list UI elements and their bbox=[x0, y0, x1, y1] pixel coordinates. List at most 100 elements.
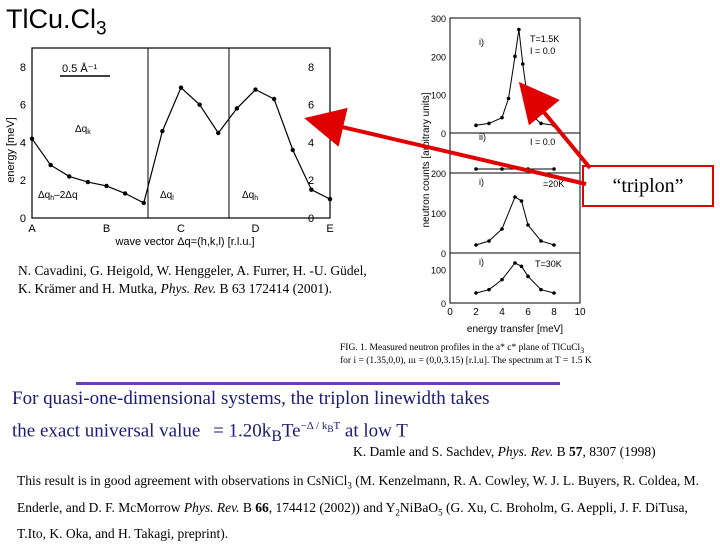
neutron-point bbox=[500, 167, 504, 171]
x-point-label: C bbox=[177, 223, 185, 235]
dispersion-point bbox=[160, 128, 165, 134]
y-tick-label-right: 8 bbox=[308, 62, 314, 74]
neutron-y-tick: 200 bbox=[431, 52, 446, 62]
y-tick-label: 2 bbox=[20, 175, 26, 187]
neutron-ylabel: neutron counts [arbitrary units] bbox=[421, 92, 432, 227]
legend-5: T=30K bbox=[535, 259, 562, 269]
neutron-x-tick: 8 bbox=[551, 307, 557, 318]
annotation-dql: Δql bbox=[160, 190, 174, 202]
neutron-x-tick: 10 bbox=[574, 307, 586, 318]
neutron-y-tick: 100 bbox=[431, 91, 446, 101]
neutron-ticks: 0 2 4 6 8 10 300 200 100 0 200 100 0 100 0 bbox=[431, 14, 586, 318]
dispersion-point bbox=[234, 106, 240, 111]
y-tick-label: 0 bbox=[20, 213, 26, 225]
y-tick-label-right: 2 bbox=[308, 175, 314, 187]
dispersion-point bbox=[67, 174, 72, 179]
neutron-point bbox=[474, 243, 478, 247]
legend-1: T=1.5K bbox=[530, 34, 559, 44]
neutron-point bbox=[500, 277, 504, 282]
dispersion-point bbox=[85, 179, 91, 185]
panel-label-2: ii) bbox=[479, 132, 486, 142]
title-text: TlCu.Cl bbox=[6, 4, 97, 34]
neutron-fit-line bbox=[475, 262, 555, 294]
y-tick-label: 8 bbox=[20, 62, 26, 74]
panel-label-4: i) bbox=[479, 257, 484, 267]
neutron-point bbox=[539, 287, 543, 292]
dispersion-point bbox=[216, 130, 221, 136]
neutron-x-tick: 0 bbox=[447, 307, 453, 318]
neutron-point bbox=[487, 287, 491, 292]
neutron-y-tick: 300 bbox=[431, 14, 446, 24]
neutron-point bbox=[552, 291, 556, 295]
arrow-to-peak bbox=[518, 81, 592, 170]
dispersion-point bbox=[178, 85, 184, 90]
neutron-x-tick: 4 bbox=[499, 307, 505, 318]
scale-label: 0.5 Å⁻¹ bbox=[62, 62, 97, 75]
legend-3: I = 0.0 bbox=[530, 137, 555, 147]
neutron-x-tick: 2 bbox=[473, 307, 479, 318]
neutron-point bbox=[474, 291, 478, 295]
neutron-y-tick: 0 bbox=[441, 249, 446, 259]
main-text-line1: For quasi-one-dimensional systems, the t… bbox=[12, 388, 490, 409]
dispersion-ylabel: energy [meV] bbox=[5, 117, 17, 182]
neutron-point bbox=[506, 96, 511, 101]
linewidth-formula: = 1.20kBTe−Δ / kBT bbox=[213, 420, 341, 446]
dispersion-curve bbox=[29, 85, 333, 206]
neutron-point bbox=[552, 167, 556, 171]
neutron-point bbox=[487, 239, 491, 243]
neutron-point bbox=[519, 264, 524, 269]
dispersion-point bbox=[290, 147, 295, 153]
neutron-point bbox=[500, 115, 504, 120]
neutron-y-tick: 200 bbox=[431, 169, 446, 179]
panel-label-1: i) bbox=[479, 37, 484, 47]
x-point-label: E bbox=[326, 223, 333, 235]
dispersion-point bbox=[253, 87, 258, 92]
neutron-point bbox=[500, 227, 504, 231]
neutron-point bbox=[519, 199, 524, 203]
dispersion-point bbox=[309, 187, 314, 192]
neutron-point bbox=[552, 243, 556, 247]
neutron-point bbox=[487, 121, 491, 126]
neutron-y-tick: 0 bbox=[441, 299, 446, 309]
neutron-point bbox=[513, 195, 517, 199]
dispersion-xlabel: wave vector Δq=(h,k,l) [r.l.u.] bbox=[114, 236, 254, 248]
x-point-label: D bbox=[252, 223, 260, 235]
annotation-dqk: Δqk bbox=[75, 124, 91, 136]
legend-2: I = 0.0 bbox=[530, 46, 555, 56]
horizontal-rule bbox=[76, 382, 560, 385]
neutron-plot: neutron counts [arbitrary units] energy … bbox=[421, 14, 586, 335]
neutron-y-tick: 0 bbox=[441, 129, 446, 139]
neutron-point bbox=[513, 261, 517, 265]
neutron-point bbox=[526, 223, 530, 227]
dispersion-x-points: A B C D E bbox=[28, 223, 333, 235]
y-tick-label-right: 0 bbox=[308, 213, 314, 225]
dispersion-point bbox=[141, 200, 146, 206]
dispersion-point bbox=[122, 191, 128, 196]
y-tick-label-right: 6 bbox=[308, 100, 314, 112]
annotation-dqh2: Δqh bbox=[242, 190, 258, 202]
slide-title: TlCu.Cl3 bbox=[6, 4, 107, 40]
neutron-point bbox=[526, 274, 530, 279]
title-subscript: 3 bbox=[96, 18, 107, 40]
dispersion-point bbox=[197, 102, 202, 107]
neutron-point bbox=[513, 54, 517, 59]
neutron-y-tick: 100 bbox=[431, 209, 446, 219]
main-text-line2: the exact universal value = 1.20kBTe−Δ /… bbox=[12, 420, 408, 446]
neutron-y-tick: 100 bbox=[431, 266, 446, 276]
dispersion-point bbox=[327, 196, 333, 202]
neutron-point bbox=[539, 239, 543, 243]
y-tick-label: 4 bbox=[20, 137, 26, 149]
legend-4: =20K bbox=[543, 179, 564, 189]
neutron-point bbox=[517, 27, 521, 32]
figure-caption: FIG. 1. Measured neutron profiles in the… bbox=[340, 343, 592, 366]
y-tick-label: 6 bbox=[20, 100, 26, 112]
panel-label-3: i) bbox=[479, 177, 484, 187]
dispersion-point bbox=[48, 162, 53, 168]
neutron-panel-4 bbox=[449, 252, 581, 304]
agreement-paragraph: This result is in good agreement with ob… bbox=[17, 473, 699, 542]
neutron-point bbox=[474, 123, 478, 128]
neutron-xlabel: energy transfer [meV] bbox=[467, 324, 563, 335]
dispersion-point bbox=[104, 183, 109, 189]
